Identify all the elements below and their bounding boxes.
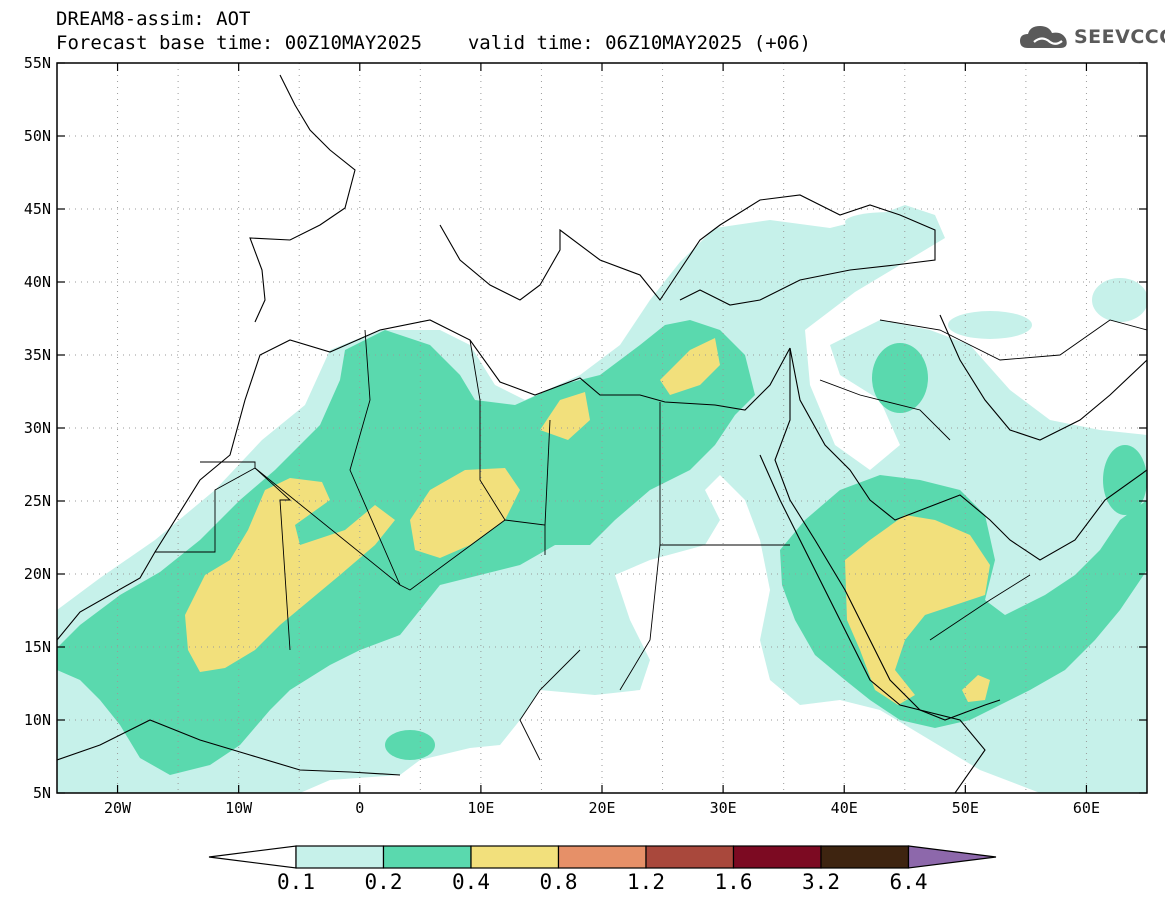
colorbar-lower-extension bbox=[208, 845, 297, 869]
lat-label: 45N bbox=[24, 200, 51, 218]
axis-ticks bbox=[57, 62, 1147, 794]
lon-label: 50E bbox=[952, 799, 979, 817]
colorbar-label: 0.8 bbox=[539, 870, 578, 894]
lat-label: 30N bbox=[24, 419, 51, 437]
lat-label: 15N bbox=[24, 638, 51, 656]
lon-label: 20E bbox=[588, 799, 615, 817]
lon-label: 10W bbox=[225, 799, 253, 817]
cloud-icon bbox=[1020, 26, 1067, 48]
seevccc-logo: SEEVCCC bbox=[1018, 22, 1165, 52]
lat-label: 5N bbox=[33, 784, 51, 802]
colorbar-segment bbox=[732, 845, 822, 869]
latitude-labels: 55N 50N 45N 40N 35N 30N 25N 20N 15N 10N 5N bbox=[24, 54, 51, 802]
colorbar-label: 0.1 bbox=[277, 870, 315, 894]
colorbar-label: 1.6 bbox=[714, 870, 753, 894]
colorbar-label: 0.4 bbox=[452, 870, 490, 894]
lon-label: 10E bbox=[467, 799, 494, 817]
base-time: Forecast base time: 00Z10MAY2025 bbox=[56, 32, 423, 54]
lat-label: 25N bbox=[24, 492, 51, 510]
country-borders bbox=[155, 319, 1147, 761]
colorbar-segment bbox=[645, 845, 735, 869]
colorbar-label: 6.4 bbox=[889, 870, 928, 894]
lon-label: 20W bbox=[104, 799, 132, 817]
coastlines bbox=[57, 74, 1147, 793]
lon-label: 40E bbox=[831, 799, 858, 817]
lon-label: 60E bbox=[1073, 799, 1100, 817]
longitude-labels: 20W 10W 0 10E 20E 30E 40E 50E 60E bbox=[104, 799, 1100, 817]
forecast-times: Forecast base time: 00Z10MAY2025 valid t… bbox=[56, 32, 811, 54]
valid-time: valid time: 06Z10MAY2025 (+06) bbox=[467, 32, 811, 54]
colorbar-label: 3.2 bbox=[802, 870, 840, 894]
colorbar-label: 1.2 bbox=[627, 870, 665, 894]
lat-label: 20N bbox=[24, 565, 51, 583]
lat-label: 50N bbox=[24, 127, 51, 145]
lon-label: 30E bbox=[710, 799, 737, 817]
colorbar-segment bbox=[382, 845, 472, 869]
lat-label: 35N bbox=[24, 346, 51, 364]
colorbar-segment bbox=[470, 845, 560, 869]
colorbar-segment bbox=[557, 845, 647, 869]
aot-band-0.4-0.8 bbox=[185, 338, 990, 705]
lon-label: 0 bbox=[355, 799, 364, 817]
map-title: DREAM8-assim: AOT bbox=[56, 8, 251, 30]
colorbar-segment bbox=[295, 845, 385, 869]
colorbar-segment bbox=[820, 845, 910, 869]
lat-label: 10N bbox=[24, 711, 51, 729]
colorbar bbox=[208, 845, 997, 869]
lat-label: 40N bbox=[24, 273, 51, 291]
colorbar-upper-extension bbox=[907, 845, 997, 869]
logo-text: SEEVCCC bbox=[1074, 26, 1165, 48]
lat-label: 55N bbox=[24, 54, 51, 72]
colorbar-label: 0.2 bbox=[364, 870, 403, 894]
